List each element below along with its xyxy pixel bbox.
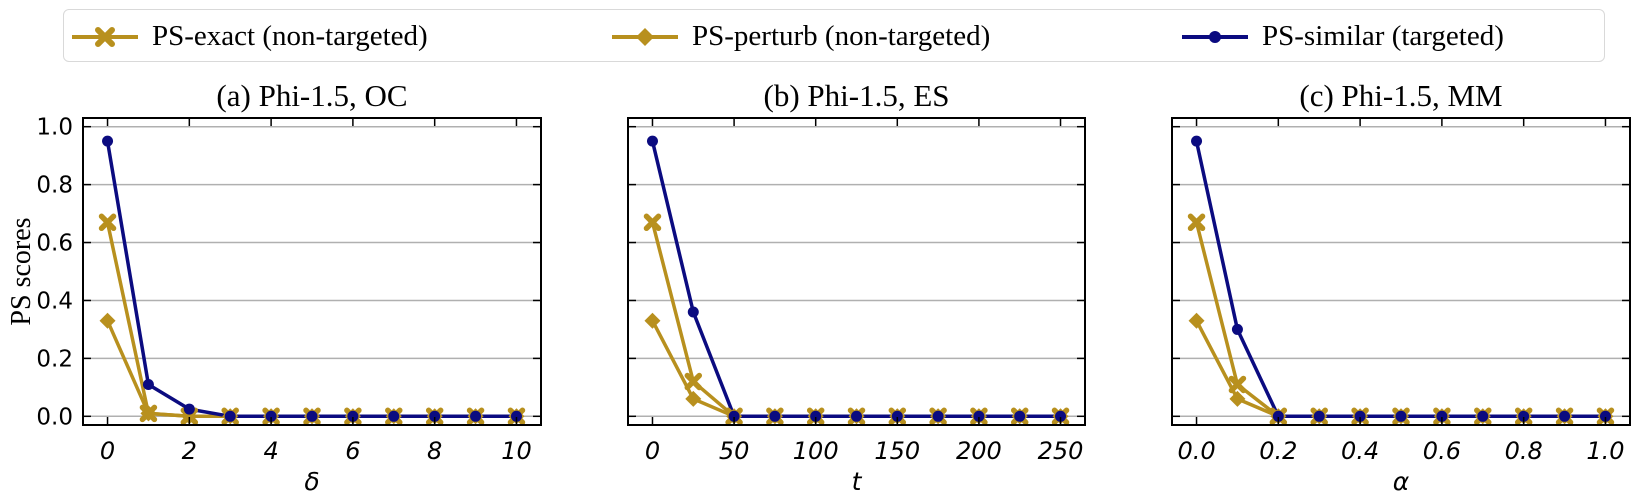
x-tick-label: 6 xyxy=(345,437,360,465)
x-tick-label: 100 xyxy=(793,437,839,465)
axes-frame xyxy=(627,117,1086,426)
circle-marker-icon xyxy=(1182,30,1248,43)
series-line-3 xyxy=(105,140,517,419)
y-tick-label: 0.6 xyxy=(36,231,73,257)
data-point xyxy=(1599,410,1611,422)
data-point xyxy=(1395,410,1407,422)
chart-panel-3: 0.0 0.2 0.4 0.6 0.8 1.0 (c) Phi-1.5, MM α xyxy=(1171,78,1631,495)
series-line-3 xyxy=(1194,140,1606,419)
data-point xyxy=(1228,375,1247,394)
data-point xyxy=(510,410,522,422)
data-point xyxy=(224,410,236,422)
axes-frame xyxy=(82,117,542,426)
data-point xyxy=(973,410,985,422)
data-point xyxy=(769,410,781,422)
series-line-1 xyxy=(650,221,1061,419)
data-point xyxy=(306,410,318,422)
x-tick-label: 0.4 xyxy=(1341,437,1379,465)
data-point xyxy=(1191,135,1203,147)
data-point xyxy=(684,372,703,391)
chart-title: (c) Phi-1.5, MM xyxy=(1299,78,1502,113)
x-tick-label: 150 xyxy=(874,437,920,465)
data-point xyxy=(470,410,482,422)
data-point xyxy=(1272,410,1284,422)
data-point xyxy=(142,378,154,390)
legend: PS-exact (non-targeted) PS-perturb (non-… xyxy=(63,9,1605,62)
data-point xyxy=(728,410,740,422)
data-point xyxy=(644,312,661,329)
x-tick-label: 10 xyxy=(501,437,532,465)
data-point xyxy=(429,410,441,422)
x-axis-label: δ xyxy=(304,467,319,495)
data-point xyxy=(1188,312,1205,329)
data-point xyxy=(643,213,662,232)
x-tick-label: 200 xyxy=(956,437,1002,465)
data-point xyxy=(1187,213,1206,232)
data-point xyxy=(1055,410,1067,422)
data-point xyxy=(1559,410,1571,422)
data-point xyxy=(98,213,117,232)
x-tick-label: 0 xyxy=(100,437,115,465)
legend-item-ps-exact: PS-exact (non-targeted) xyxy=(72,10,428,63)
x-marker-icon xyxy=(72,26,138,47)
data-point xyxy=(140,405,157,422)
legend-item-ps-similar: PS-similar (targeted) xyxy=(1182,10,1504,63)
data-point xyxy=(265,410,277,422)
data-point xyxy=(932,410,944,422)
series-line-1 xyxy=(1194,221,1606,419)
x-tick-label: 2 xyxy=(182,437,197,465)
y-tick-label: 0.2 xyxy=(36,346,73,372)
y-tick-label: 0.0 xyxy=(36,404,73,430)
x-tick-label: 0.8 xyxy=(1505,437,1543,465)
data-point xyxy=(1354,410,1366,422)
chart-panel-2: 0 50 100 150 200 250 (b) Phi-1.5, ES t xyxy=(627,78,1086,495)
data-point xyxy=(1477,410,1489,422)
axes-frame xyxy=(1171,117,1631,426)
data-point xyxy=(685,390,702,407)
chart-title: (b) Phi-1.5, ES xyxy=(764,78,950,113)
data-point xyxy=(1231,323,1243,335)
y-tick-label: 1.0 xyxy=(36,115,73,141)
chart-panel-1: 0 2 4 6 8 10 0.0 0.2 0.4 0.6 0.8 1.0 (a) Phi-1.5, OC… xyxy=(6,78,542,495)
data-point xyxy=(102,135,114,147)
data-point xyxy=(1518,410,1530,422)
series-line-1 xyxy=(105,221,517,419)
x-tick-label: 4 xyxy=(263,437,278,465)
chart-title: (a) Phi-1.5, OC xyxy=(216,78,407,113)
x-tick-label: 0.0 xyxy=(1177,437,1215,465)
data-point xyxy=(183,403,195,415)
x-tick-label: 50 xyxy=(719,437,750,465)
y-tick-label: 0.4 xyxy=(36,288,73,314)
data-point xyxy=(1229,390,1246,407)
legend-label: PS-exact (non-targeted) xyxy=(152,20,428,52)
data-point xyxy=(99,312,116,329)
data-point xyxy=(851,410,862,422)
legend-label: PS-perturb (non-targeted) xyxy=(692,20,991,52)
y-axis-label: PS scores xyxy=(6,217,37,325)
x-tick-label: 0 xyxy=(645,437,660,465)
x-tick-label: 1.0 xyxy=(1586,437,1624,465)
data-point xyxy=(810,410,822,422)
data-point xyxy=(1014,410,1026,422)
series-line-2 xyxy=(105,319,517,419)
data-point xyxy=(388,410,400,422)
data-point xyxy=(347,410,359,422)
x-tick-label: 8 xyxy=(427,437,442,465)
series-line-3 xyxy=(650,140,1061,419)
data-point xyxy=(687,306,699,318)
x-tick-label: 0.2 xyxy=(1259,437,1297,465)
data-point xyxy=(1313,410,1325,422)
legend-label: PS-similar (targeted) xyxy=(1262,20,1504,52)
x-tick-label: 0.6 xyxy=(1423,437,1461,465)
x-axis-label: α xyxy=(1393,467,1410,495)
data-point xyxy=(1436,410,1448,422)
y-tick-label: 0.8 xyxy=(36,173,73,199)
x-tick-label: 250 xyxy=(1038,437,1084,465)
diamond-marker-icon xyxy=(612,27,678,46)
data-point xyxy=(646,135,658,147)
data-point xyxy=(891,410,903,422)
legend-item-ps-perturb: PS-perturb (non-targeted) xyxy=(612,10,990,63)
x-axis-label: t xyxy=(852,467,863,495)
